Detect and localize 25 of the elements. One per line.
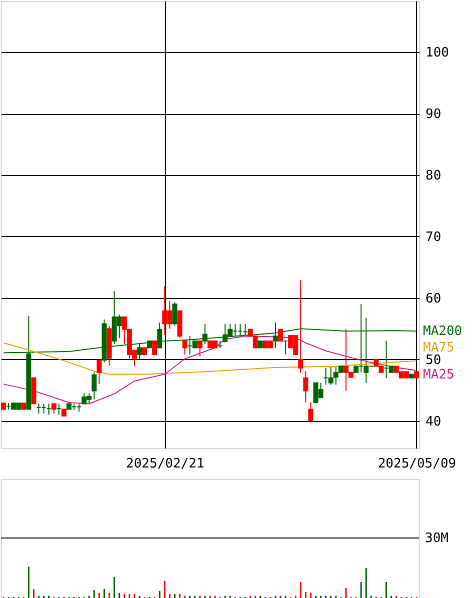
candlestick (303, 370, 308, 403)
candlestick (182, 340, 188, 356)
candlestick (278, 328, 284, 342)
candlestick (308, 402, 314, 422)
candlestick (92, 372, 97, 400)
y-tick-label: 90 (426, 107, 442, 122)
series-label: MA25 (423, 368, 454, 383)
y-tick-label: 80 (426, 168, 442, 184)
line-series (3, 336, 417, 404)
text: 30M (425, 531, 449, 546)
candlestick (197, 340, 202, 357)
y-tick-label: 50 (426, 352, 442, 368)
candlestick (96, 358, 102, 385)
candlestick (152, 340, 158, 356)
x-tick-label: 2025/02/21 (126, 456, 204, 472)
candlestick (51, 403, 56, 414)
line-series (3, 342, 417, 375)
series-label: MA200 (423, 324, 462, 340)
candlestick (298, 280, 304, 374)
y-tick-label: 100 (426, 46, 449, 61)
x-tick-label: 2025/05/09 (378, 456, 456, 472)
candlestick (172, 302, 178, 326)
y-tick-label: 60 (426, 291, 442, 306)
y-tick-label: 40 (426, 414, 442, 430)
y-tick-label: 70 (426, 230, 442, 245)
